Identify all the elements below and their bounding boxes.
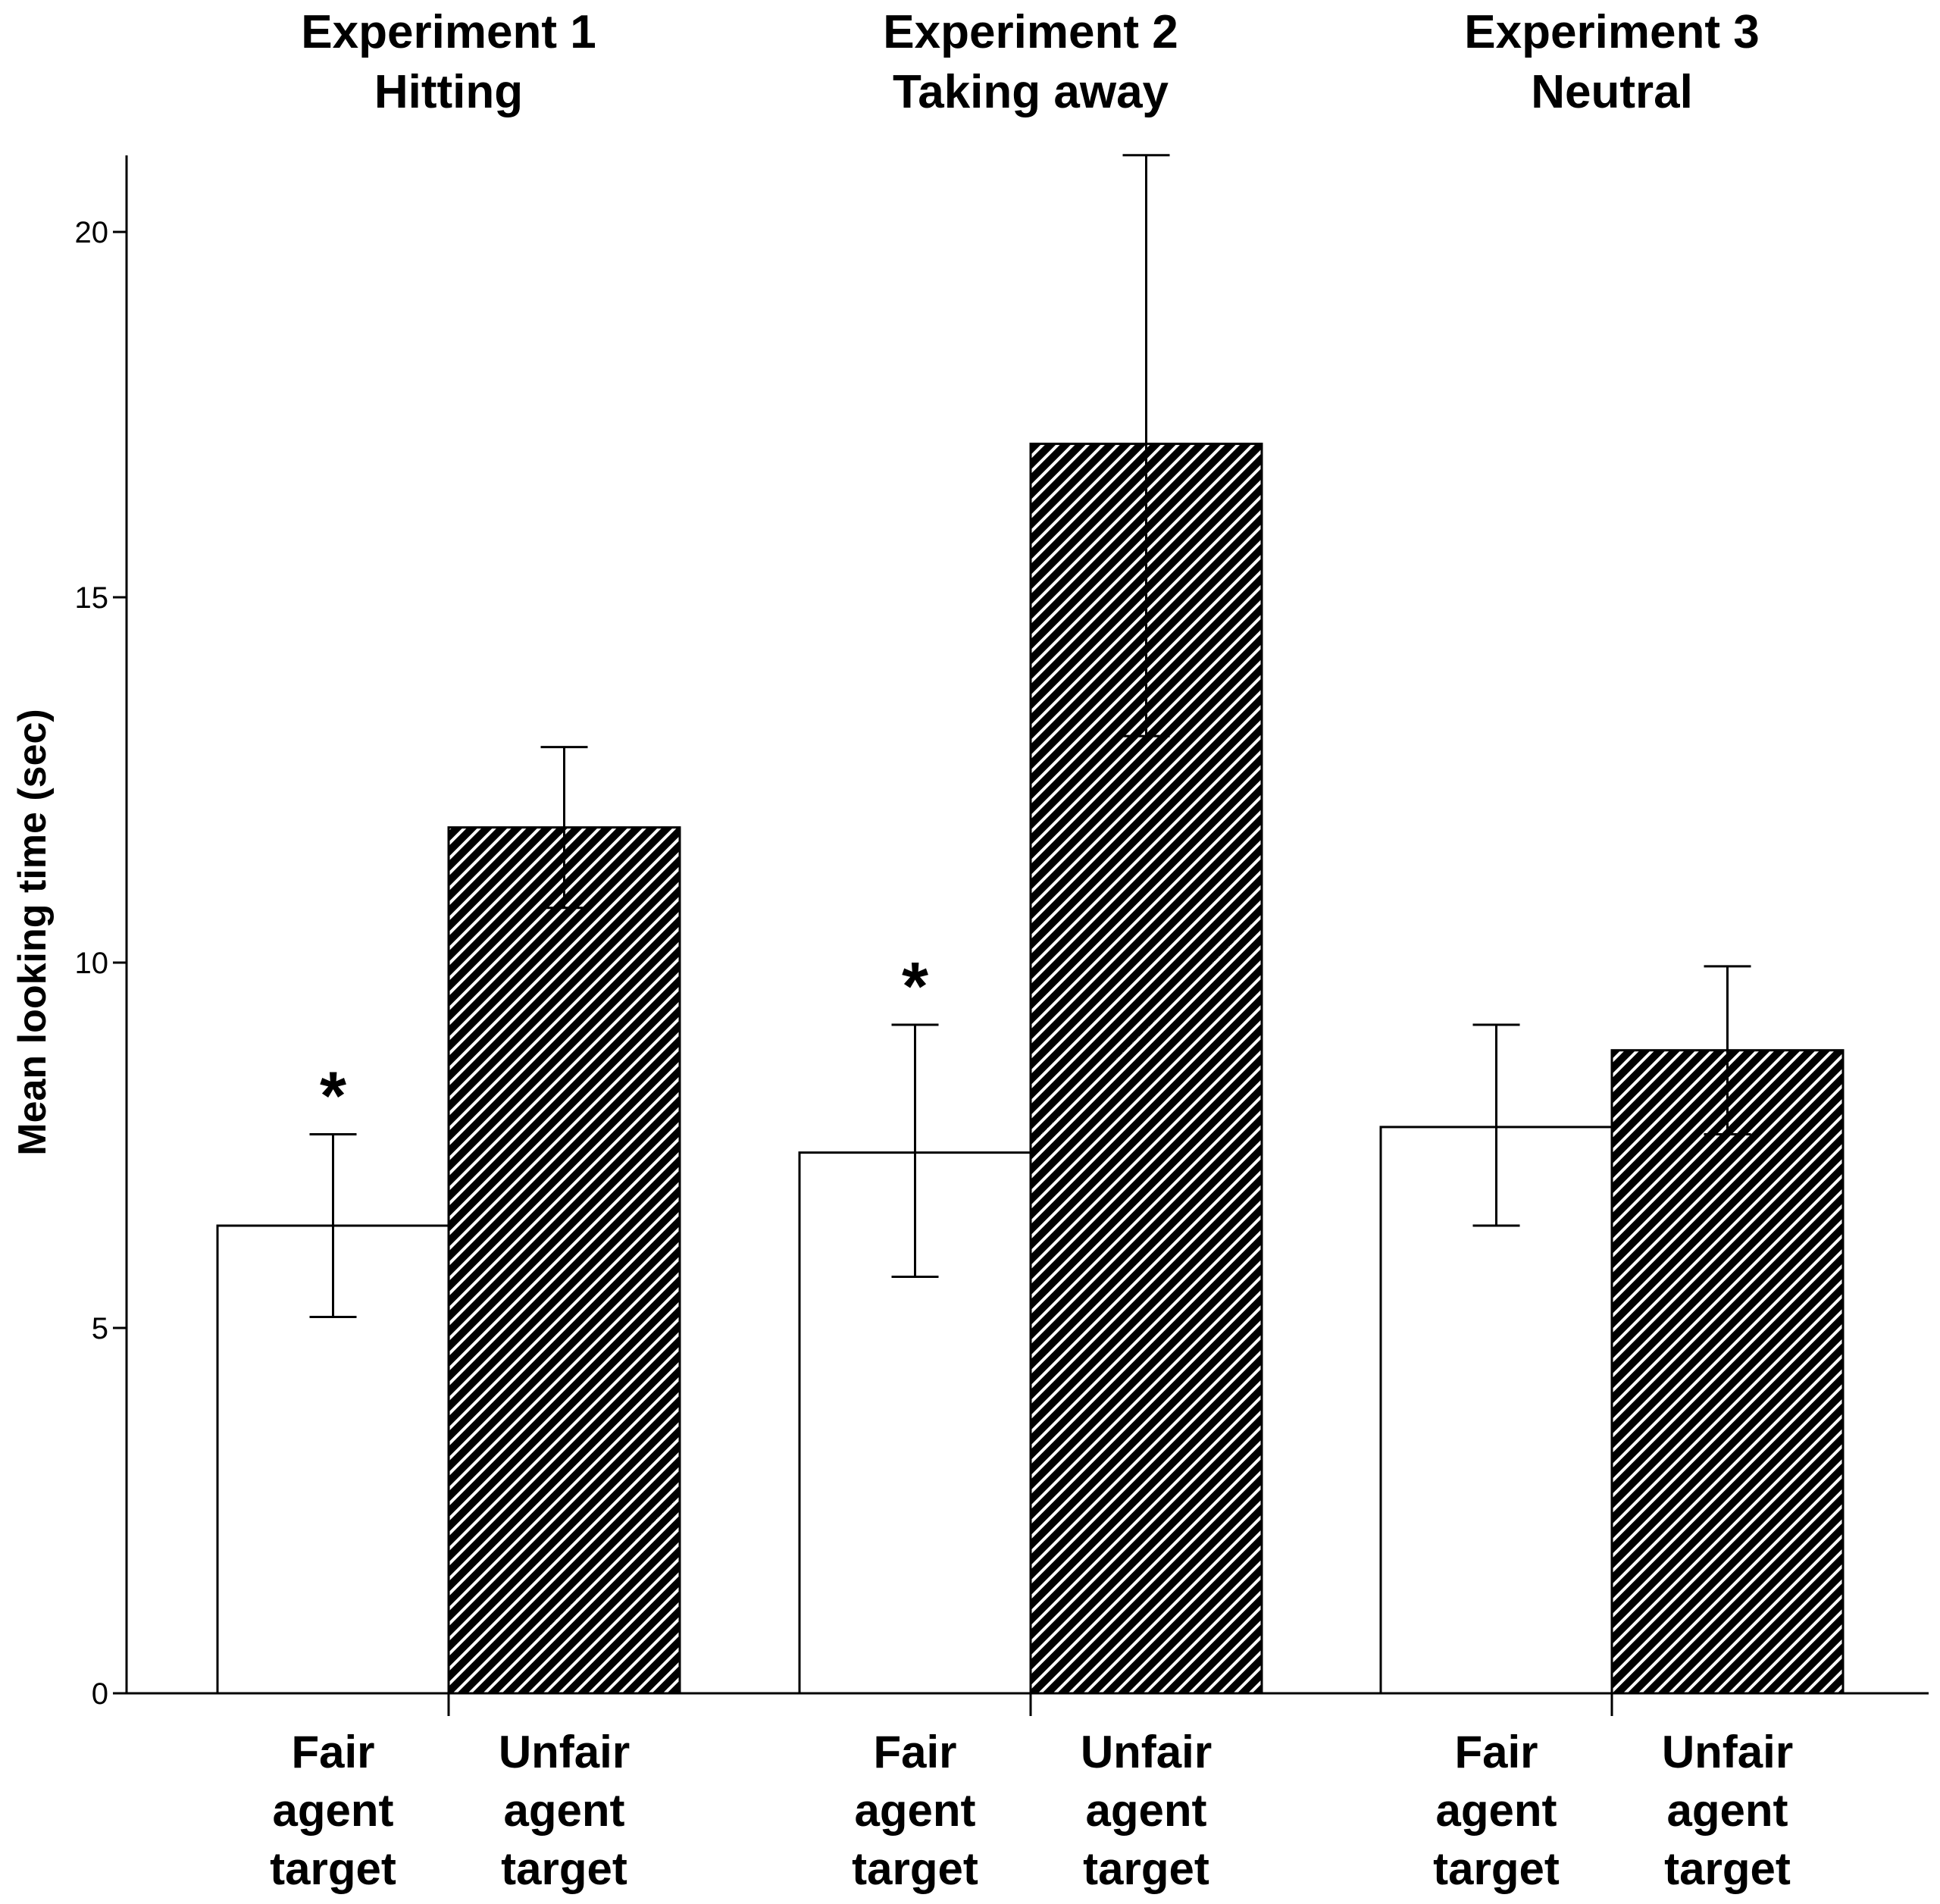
- y-axis-title: Mean looking time (sec): [11, 709, 55, 1155]
- category-label: agent: [1085, 1785, 1206, 1836]
- y-tick-label: 15: [75, 581, 109, 615]
- bars-layer: [216, 154, 1845, 1695]
- category-label: Fair: [873, 1727, 956, 1777]
- group-title-line2: Neutral: [1531, 66, 1693, 118]
- group-title-line1: Experiment 2: [883, 6, 1178, 58]
- category-label: agent: [854, 1785, 975, 1836]
- category-label: agent: [1435, 1785, 1557, 1836]
- category-label: target: [270, 1843, 396, 1894]
- group-title-line1: Experiment 1: [301, 6, 596, 58]
- bar-unfair: [1610, 1049, 1845, 1695]
- category-label: Unfair: [1081, 1727, 1212, 1777]
- y-tick-label: 5: [92, 1312, 108, 1345]
- category-label: agent: [1666, 1785, 1788, 1836]
- y-tick-label: 0: [92, 1677, 108, 1711]
- category-label: target: [1664, 1843, 1791, 1894]
- category-label: Unfair: [499, 1727, 630, 1777]
- group-title-line2: Hitting: [374, 66, 523, 118]
- category-label: Fair: [1454, 1727, 1538, 1777]
- category-label: Unfair: [1662, 1727, 1793, 1777]
- category-label: target: [852, 1843, 978, 1894]
- category-label: target: [1433, 1843, 1560, 1894]
- group-title-line2: Taking away: [893, 66, 1169, 118]
- text-layer: 0 5 10 15 20 Mean looking time (sec) Experimen…: [11, 6, 1793, 1894]
- significance-marker: *: [902, 949, 928, 1025]
- group-title-line1: Experiment 3: [1464, 6, 1759, 58]
- y-tick-label: 20: [75, 216, 109, 249]
- axes-layer: [113, 155, 1929, 1716]
- category-label: agent: [272, 1785, 393, 1836]
- category-label: target: [501, 1843, 627, 1894]
- y-tick-label: 10: [75, 947, 109, 980]
- bar-unfair: [447, 826, 681, 1695]
- significance-marker: *: [320, 1059, 346, 1135]
- category-label: Fair: [291, 1727, 374, 1777]
- category-label: agent: [503, 1785, 624, 1836]
- category-label: target: [1083, 1843, 1209, 1894]
